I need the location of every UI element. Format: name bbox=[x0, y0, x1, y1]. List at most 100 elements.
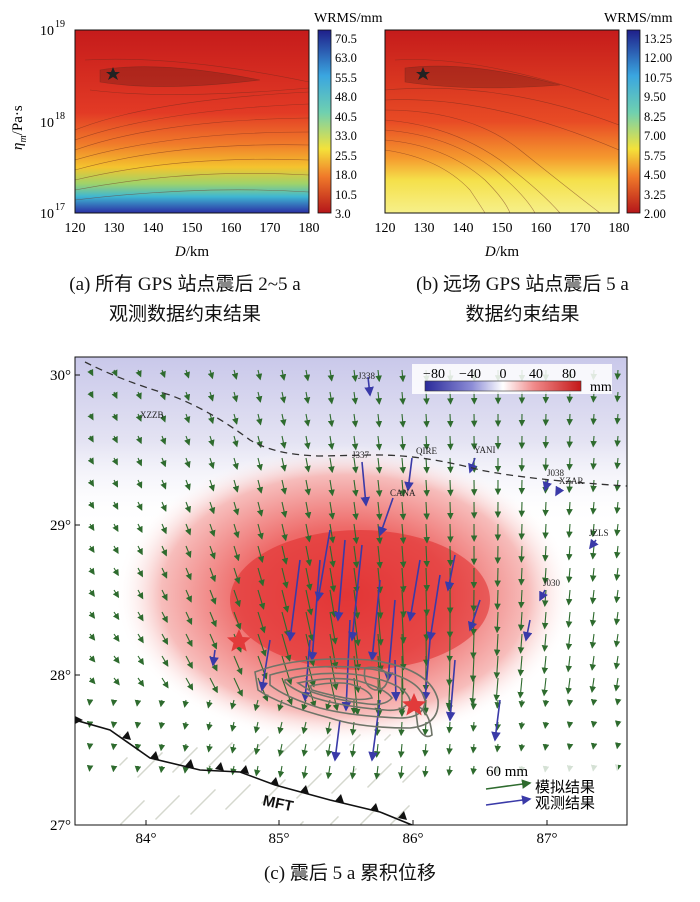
y-tick-base: 10 bbox=[40, 207, 54, 222]
station-label: J030 bbox=[543, 578, 561, 588]
stipple-dot bbox=[337, 816, 338, 817]
stipple-dot bbox=[313, 780, 314, 781]
y-tick-exp: 18 bbox=[55, 111, 65, 122]
model-arrow bbox=[497, 700, 498, 708]
stipple-dot bbox=[339, 784, 340, 785]
stipple-dot bbox=[191, 812, 192, 813]
stipple-dot bbox=[413, 770, 414, 771]
stipple-dot bbox=[330, 823, 331, 824]
stipple-dot bbox=[238, 795, 239, 796]
caption-b-line2: 数据约束结果 bbox=[360, 300, 685, 330]
stipple-dot bbox=[144, 769, 145, 770]
stipple-dot bbox=[245, 788, 246, 789]
panel-c-lon-ticks: 84° 85° 86° 87° bbox=[136, 831, 558, 847]
stipple-dot bbox=[229, 804, 230, 805]
lon-tick: 84° bbox=[136, 831, 157, 847]
stipple-dot bbox=[155, 818, 156, 819]
stipple-dot bbox=[272, 791, 273, 792]
stipple-dot bbox=[315, 778, 316, 779]
panel-b-colorbar-ticks: 13.25 12.00 10.75 9.50 8.25 7.00 5.75 4.… bbox=[644, 32, 672, 221]
stipple-dot bbox=[295, 738, 296, 739]
stipple-dot bbox=[276, 787, 277, 788]
stipple-dot bbox=[367, 816, 368, 817]
stipple-dot bbox=[177, 796, 178, 797]
model-arrow bbox=[113, 722, 114, 727]
stipple-dot bbox=[205, 798, 206, 799]
stipple-dot bbox=[308, 785, 309, 786]
stipple-dot bbox=[138, 775, 139, 776]
model-arrow bbox=[569, 722, 570, 727]
cb-b-tick: 9.50 bbox=[644, 90, 666, 104]
stipple-dot bbox=[214, 759, 215, 760]
stipple-dot bbox=[265, 738, 266, 739]
scale-label: 60 mm bbox=[486, 764, 528, 780]
cb-c-tick: 80 bbox=[562, 367, 576, 382]
stipple-dot bbox=[365, 818, 366, 819]
stipple-dot bbox=[281, 782, 282, 783]
stipple-dot bbox=[383, 770, 384, 771]
stipple-dot bbox=[139, 774, 140, 775]
stipple-dot bbox=[318, 745, 319, 746]
stipple-dot bbox=[300, 793, 301, 794]
stipple-dot bbox=[342, 781, 343, 782]
stipple-dot bbox=[163, 810, 164, 811]
station-label: QIRE bbox=[416, 446, 437, 456]
stipple-dot bbox=[407, 806, 408, 807]
model-arrow bbox=[450, 436, 451, 449]
stipple-dot bbox=[360, 823, 361, 824]
stipple-dot bbox=[196, 807, 197, 808]
stipple-dot bbox=[231, 802, 232, 803]
x-tick: 160 bbox=[221, 221, 242, 236]
model-arrow bbox=[449, 700, 450, 711]
stipple-dot bbox=[259, 744, 260, 745]
stipple-dot bbox=[210, 793, 211, 794]
model-arrow bbox=[569, 700, 570, 705]
stipple-dot bbox=[122, 761, 123, 762]
stipple-dot bbox=[387, 766, 388, 767]
stipple-dot bbox=[283, 780, 284, 781]
stipple-dot bbox=[355, 738, 356, 739]
model-arrow bbox=[89, 744, 90, 749]
stipple-dot bbox=[364, 819, 365, 820]
x-tick: 170 bbox=[570, 221, 591, 236]
stipple-dot bbox=[333, 820, 334, 821]
stipple-dot bbox=[239, 794, 240, 795]
stipple-dot bbox=[314, 779, 315, 780]
stipple-dot bbox=[386, 767, 387, 768]
stipple-dot bbox=[299, 734, 300, 735]
stipple-dot bbox=[251, 752, 252, 753]
stipple-dot bbox=[177, 766, 178, 767]
stipple-dot bbox=[243, 790, 244, 791]
stipple-dot bbox=[141, 772, 142, 773]
stipple-dot bbox=[198, 805, 199, 806]
stipple-dot bbox=[229, 744, 230, 745]
stipple-dot bbox=[281, 752, 282, 753]
panel-a-colorbar bbox=[318, 30, 331, 213]
stipple-dot bbox=[135, 808, 136, 809]
stipple-dot bbox=[315, 748, 316, 749]
stipple-dot bbox=[284, 749, 285, 750]
stipple-dot bbox=[175, 768, 176, 769]
stipple-dot bbox=[289, 744, 290, 745]
stipple-dot bbox=[248, 755, 249, 756]
stipple-dot bbox=[123, 760, 124, 761]
model-arrow bbox=[450, 524, 451, 542]
stipple-dot bbox=[167, 806, 168, 807]
panel-b-x-label: D/km bbox=[484, 244, 520, 260]
model-arrow bbox=[569, 458, 570, 469]
stipple-dot bbox=[152, 761, 153, 762]
stipple-dot bbox=[290, 743, 291, 744]
stipple-dot bbox=[246, 757, 247, 758]
stipple-dot bbox=[119, 734, 120, 735]
panel-c-colorbar bbox=[425, 381, 581, 391]
stipple-dot bbox=[335, 818, 336, 819]
stipple-dot bbox=[394, 819, 395, 820]
model-arrow bbox=[617, 370, 618, 379]
stipple-dot bbox=[299, 794, 300, 795]
stipple-dot bbox=[353, 740, 354, 741]
stipple-dot bbox=[362, 821, 363, 822]
x-tick: 180 bbox=[299, 221, 320, 236]
lat-tick: 29° bbox=[50, 518, 71, 534]
stipple-dot bbox=[405, 778, 406, 779]
x-tick: 160 bbox=[531, 221, 552, 236]
